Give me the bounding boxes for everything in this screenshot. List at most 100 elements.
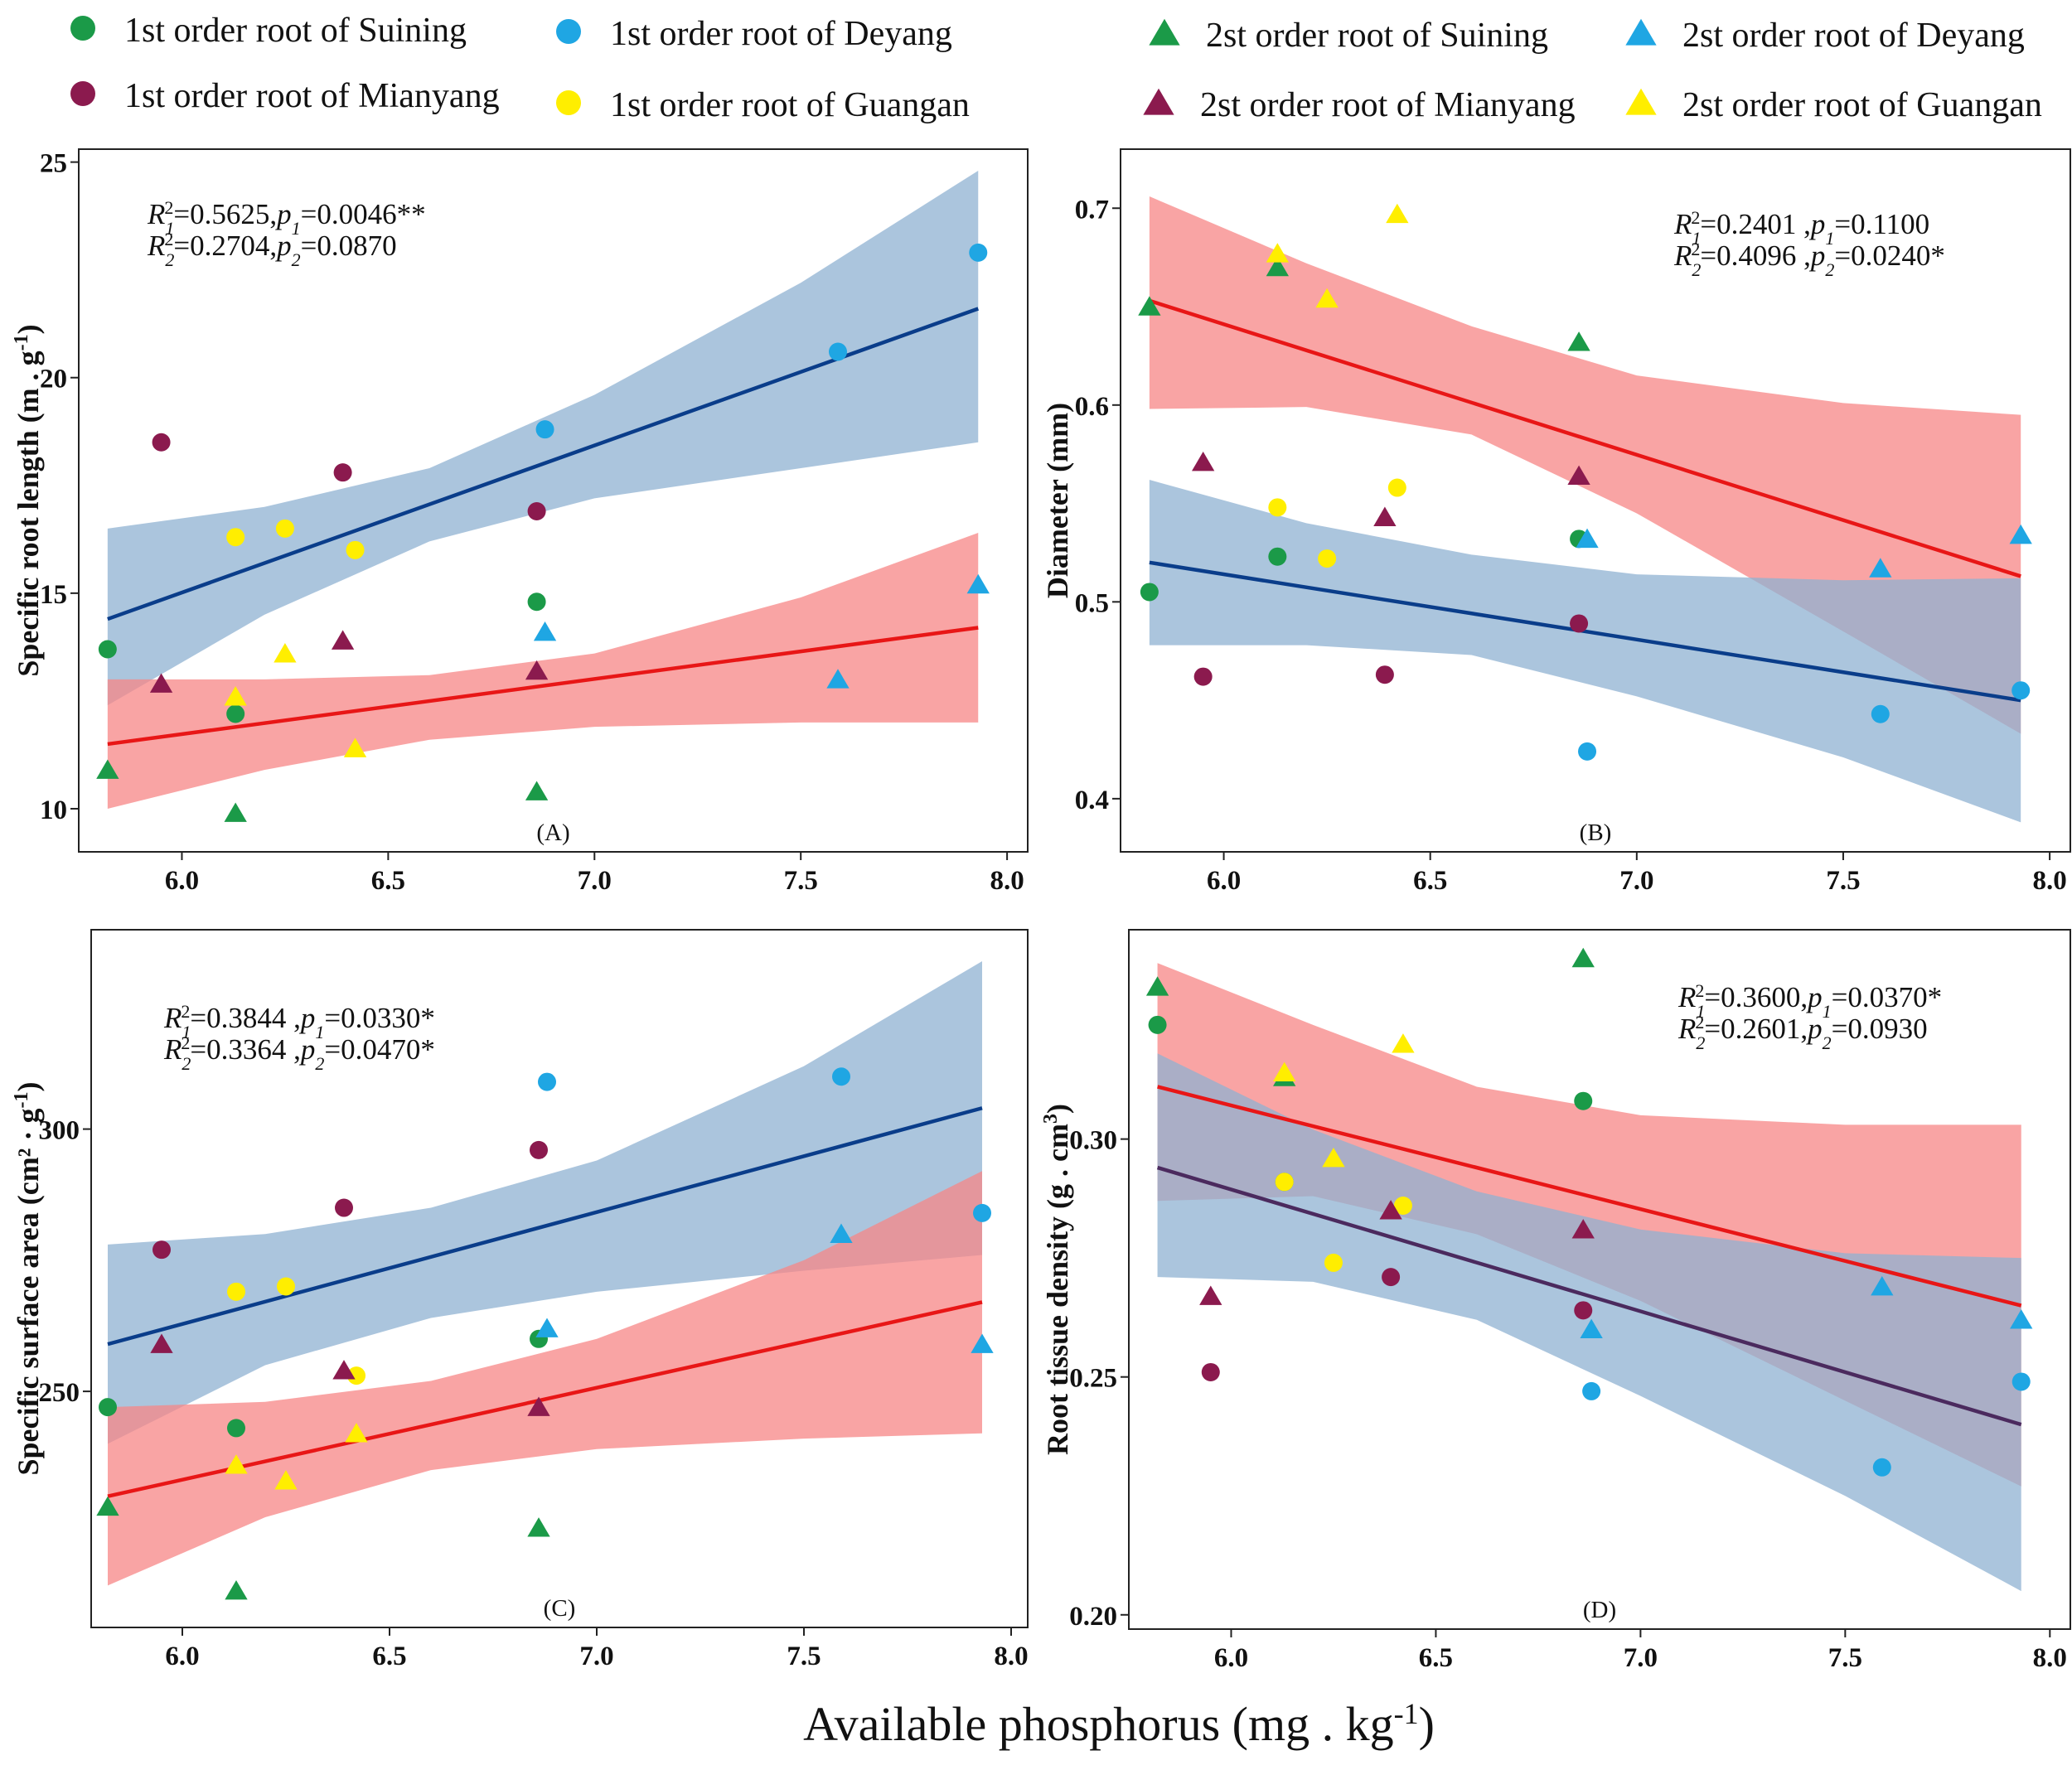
data-point-2st-order-root-of-guangan-2 bbox=[345, 1423, 368, 1443]
y-tick-label: 15 bbox=[40, 580, 67, 610]
data-point-2st-order-root-of-suining-0 bbox=[1138, 296, 1161, 316]
data-point-2st-order-root-of-guangan-1 bbox=[274, 1470, 298, 1490]
series-2st-order-root-of-mianyang bbox=[150, 1333, 550, 1416]
y-tick-label: 0.25 bbox=[1069, 1364, 1117, 1394]
data-point-2st-order-root-of-guangan-1 bbox=[274, 643, 297, 663]
series-1st-order-root-of-guangan bbox=[227, 1277, 366, 1385]
data-point-1st-order-root-of-guangan-1 bbox=[1324, 1253, 1343, 1272]
legend-label: 2st order root of Mianyang bbox=[1200, 86, 1576, 124]
data-point-1st-order-root-of-deyang-0 bbox=[535, 420, 554, 439]
data-point-2st-order-root-of-deyang-1 bbox=[830, 1223, 853, 1243]
series-2st-order-root-of-deyang bbox=[1576, 524, 2032, 578]
x-tick-label: 7.0 bbox=[578, 866, 612, 896]
x-tick-label: 7.5 bbox=[784, 866, 818, 896]
y-tick-label: 0.30 bbox=[1069, 1126, 1117, 1156]
series-1st-order-root-of-mianyang bbox=[152, 1140, 548, 1260]
stat-line: R12=0.3600,p1=0.0370* bbox=[1677, 980, 1942, 1022]
data-point-2st-order-root-of-guangan-2 bbox=[1386, 203, 1409, 224]
x-tick-label: 7.5 bbox=[1828, 1643, 1862, 1673]
series-1st-order-root-of-mianyang bbox=[1201, 1268, 1593, 1381]
chart-panels: 6.0 6.5 7.0 7.5 8.0 10 15 20 25 Specific root len… bbox=[11, 148, 2071, 1673]
y-tick-label: 25 bbox=[40, 149, 67, 179]
data-point-2st-order-root-of-deyang-2 bbox=[2010, 1309, 2033, 1329]
legend-label: 2st order root of Guangan bbox=[1682, 86, 2042, 124]
y-axis-label: Root tissue density (g . cm3) bbox=[1040, 1104, 1074, 1455]
series-1st-order-root-of-deyang bbox=[1582, 1372, 2031, 1477]
circle-marker-icon bbox=[556, 19, 581, 44]
series-2st-order-root-of-mianyang bbox=[149, 630, 549, 693]
2st-order-root-fit-regression-line bbox=[1157, 1085, 2022, 1308]
data-point-1st-order-root-of-suining-2 bbox=[1574, 1091, 1593, 1110]
data-point-1st-order-root-of-suining-0 bbox=[98, 640, 117, 659]
panel-a: 6.0 6.5 7.0 7.5 8.0 10 15 20 25 Specific root len… bbox=[11, 148, 1029, 896]
2st-order-root-fit-regression-line bbox=[107, 1300, 983, 1498]
x-tick-label: 8.0 bbox=[2033, 1643, 2067, 1673]
2st-order-root-fit-regression-line bbox=[1149, 298, 2021, 578]
series-1st-order-root-of-deyang bbox=[538, 1067, 991, 1222]
data-point-2st-order-root-of-deyang-2 bbox=[2009, 524, 2032, 544]
data-point-1st-order-root-of-guangan-0 bbox=[226, 528, 245, 547]
y-tick-label: 20 bbox=[40, 365, 67, 394]
data-point-1st-order-root-of-deyang-2 bbox=[2011, 681, 2031, 700]
data-point-1st-order-root-of-suining-0 bbox=[1140, 583, 1159, 602]
regression-stats: R12=0.3844 ,p1=0.0330*R22=0.3364 ,p2=0.0… bbox=[163, 1001, 435, 1074]
1st-order-root-fit-confidence-band bbox=[1149, 480, 2021, 823]
data-point-1st-order-root-of-deyang-2 bbox=[2011, 1372, 2031, 1391]
x-tick-label: 7.0 bbox=[1619, 866, 1653, 896]
circle-marker-icon bbox=[556, 90, 581, 115]
y-tick-label: 0.7 bbox=[1075, 195, 1109, 225]
data-point-1st-order-root-of-deyang-1 bbox=[832, 1067, 850, 1086]
y-tick-label: 300 bbox=[39, 1116, 80, 1146]
regression-stats: R12=0.5625,p1=0.0046**R22=0.2704,p2=0.08… bbox=[147, 197, 426, 270]
legend-item-2st-order-root-of-guangan: 2st order root of Guangan bbox=[1625, 86, 2042, 124]
panel-label: (D) bbox=[1583, 1597, 1616, 1623]
data-point-1st-order-root-of-deyang-2 bbox=[973, 1203, 991, 1222]
series-2st-order-root-of-deyang bbox=[1580, 1275, 2033, 1339]
data-point-2st-order-root-of-deyang-0 bbox=[1576, 528, 1599, 549]
data-point-2st-order-root-of-deyang-0 bbox=[1580, 1318, 1603, 1339]
y-tick-label: 10 bbox=[40, 795, 67, 825]
x-tick-label: 6.0 bbox=[1214, 1643, 1248, 1673]
series-2st-order-root-of-suining bbox=[96, 759, 549, 822]
data-point-1st-order-root-of-mianyang-1 bbox=[1375, 665, 1394, 684]
data-point-2st-order-root-of-suining-0 bbox=[96, 1496, 119, 1516]
series-2st-order-root-of-suining bbox=[1138, 256, 1590, 351]
data-point-1st-order-root-of-deyang-0 bbox=[1578, 742, 1597, 761]
data-point-2st-order-root-of-mianyang-1 bbox=[1379, 1200, 1402, 1220]
triangle-marker-icon bbox=[1143, 88, 1174, 115]
1st-order-root-fit-confidence-band bbox=[108, 960, 982, 1444]
legend-item-1st-order-root-of-mianyang: 1st order root of Mianyang bbox=[70, 77, 500, 115]
y-axis-label: Specific surface area (cm² · g-1) bbox=[11, 1082, 45, 1476]
series-2st-order-root-of-guangan bbox=[224, 643, 367, 757]
data-point-1st-order-root-of-guangan-2 bbox=[347, 1366, 366, 1385]
y-tick-label: 250 bbox=[39, 1378, 80, 1408]
x-tick-label: 8.0 bbox=[2032, 866, 2066, 896]
data-point-2st-order-root-of-suining-0 bbox=[1145, 976, 1169, 996]
data-point-2st-order-root-of-guangan-0 bbox=[1273, 1061, 1296, 1081]
data-point-2st-order-root-of-guangan-0 bbox=[1266, 243, 1290, 263]
series-1st-order-root-of-guangan bbox=[226, 519, 365, 559]
series-2st-order-root-of-guangan bbox=[225, 1423, 368, 1490]
data-point-1st-order-root-of-mianyang-1 bbox=[333, 463, 352, 482]
data-point-2st-order-root-of-guangan-0 bbox=[225, 1454, 248, 1474]
circle-marker-icon bbox=[70, 16, 95, 41]
data-point-2st-order-root-of-deyang-1 bbox=[1869, 558, 1892, 578]
data-point-2st-order-root-of-guangan-2 bbox=[1392, 1033, 1415, 1053]
legend-label: 1st order root of Guangan bbox=[610, 86, 970, 124]
data-point-2st-order-root-of-mianyang-1 bbox=[1373, 506, 1397, 526]
data-point-2st-order-root-of-mianyang-0 bbox=[1191, 452, 1215, 471]
regression-stats: R12=0.3600,p1=0.0370*R22=0.2601,p2=0.093… bbox=[1677, 980, 1942, 1053]
data-point-2st-order-root-of-suining-0 bbox=[96, 759, 119, 779]
data-point-2st-order-root-of-mianyang-0 bbox=[149, 673, 173, 693]
data-point-1st-order-root-of-guangan-2 bbox=[346, 540, 365, 559]
legend: 1st order root of Suining 1st order root … bbox=[70, 12, 2042, 124]
stat-line: R12=0.5625,p1=0.0046** bbox=[147, 197, 426, 239]
panel-label: (C) bbox=[544, 1595, 576, 1622]
data-point-1st-order-root-of-guangan-1 bbox=[275, 519, 294, 538]
data-point-1st-order-root-of-mianyang-2 bbox=[527, 502, 546, 521]
data-point-1st-order-root-of-suining-1 bbox=[1268, 547, 1287, 566]
data-point-1st-order-root-of-deyang-1 bbox=[829, 342, 847, 361]
stat-line: R22=0.4096 ,p2=0.0240* bbox=[1673, 239, 1945, 280]
